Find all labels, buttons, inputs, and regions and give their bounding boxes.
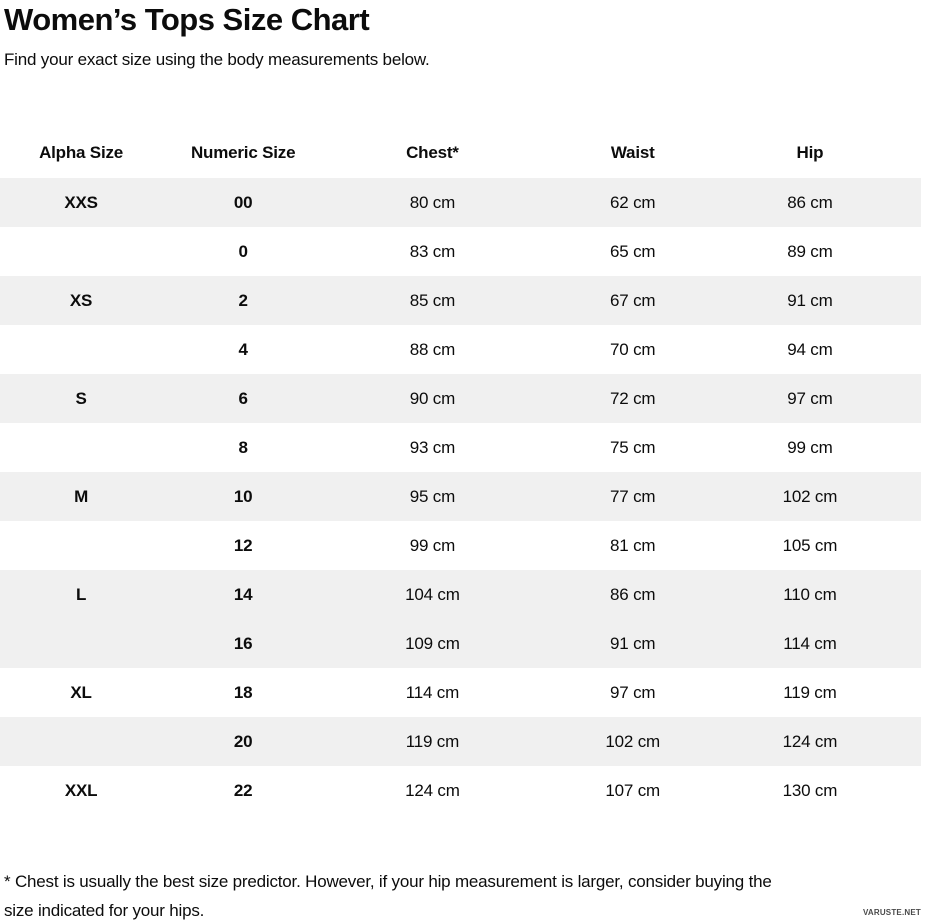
cell-chest: 90 cm: [409, 388, 456, 408]
cell-alpha-size: XXL: [64, 780, 98, 800]
cell-waist: 91 cm: [610, 633, 656, 653]
cell-chest: 83 cm: [409, 241, 456, 261]
cell-hip: 124 cm: [782, 731, 838, 751]
size-table-row: M 10 95 cm 77 cm 102 cm: [0, 472, 921, 521]
cell-chest: 99 cm: [409, 535, 456, 555]
cell-chest: 124 cm: [405, 780, 460, 800]
column-header-hip: Hip: [796, 143, 824, 162]
cell-waist: 70 cm: [610, 339, 656, 359]
page-subtitle: Find your exact size using the body meas…: [4, 50, 430, 69]
size-table-row: 20 119 cm 102 cm 124 cm: [0, 717, 921, 766]
cell-waist: 65 cm: [610, 241, 656, 261]
cell-alpha-size: XXS: [64, 192, 98, 212]
size-table-row: XL 18 114 cm 97 cm 119 cm: [0, 668, 921, 717]
cell-hip: 102 cm: [782, 486, 838, 506]
footnote-line-2: size indicated for your hips.: [4, 901, 205, 920]
cell-waist: 102 cm: [605, 731, 660, 751]
cell-numeric-size: 18: [233, 682, 253, 702]
cell-chest: 85 cm: [409, 290, 456, 310]
cell-chest: 93 cm: [409, 437, 456, 457]
cell-hip: 99 cm: [787, 437, 833, 457]
cell-chest: 88 cm: [409, 339, 456, 359]
cell-numeric-size: 14: [233, 584, 253, 604]
cell-numeric-size: 0: [238, 241, 248, 261]
cell-waist: 77 cm: [610, 486, 656, 506]
cell-alpha-size: XL: [70, 682, 92, 702]
size-table-row: S 6 90 cm 72 cm 97 cm: [0, 374, 921, 423]
size-table-row: XXL 22 124 cm 107 cm 130 cm: [0, 766, 921, 815]
cell-hip: 114 cm: [783, 633, 837, 653]
cell-numeric-size: 00: [233, 192, 253, 212]
cell-alpha-size: [0, 325, 162, 374]
cell-waist: 75 cm: [610, 437, 656, 457]
cell-chest: 114 cm: [405, 682, 460, 702]
size-table: Alpha Size Numeric Size Chest* Waist Hip…: [0, 128, 921, 815]
cell-alpha-size: M: [74, 486, 89, 506]
cell-hip: 94 cm: [787, 339, 833, 359]
size-table-row: 16 109 cm 91 cm 114 cm: [0, 619, 921, 668]
cell-alpha-size: [0, 227, 162, 276]
cell-numeric-size: 22: [233, 780, 253, 800]
cell-chest: 95 cm: [409, 486, 456, 506]
cell-numeric-size: 10: [233, 486, 253, 506]
size-table-row: L 14 104 cm 86 cm 110 cm: [0, 570, 921, 619]
size-table-row: 12 99 cm 81 cm 105 cm: [0, 521, 921, 570]
page-title: Women’s Tops Size Chart: [4, 2, 370, 37]
cell-alpha-size: [0, 717, 162, 766]
footnote-line-1: * Chest is usually the best size predict…: [4, 872, 772, 891]
watermark: VARUSTE.NET: [862, 908, 921, 917]
footnote: * Chest is usually the best size predict…: [4, 867, 921, 920]
cell-waist: 97 cm: [610, 682, 656, 702]
cell-hip: 89 cm: [787, 241, 833, 261]
cell-waist: 62 cm: [610, 192, 656, 212]
cell-numeric-size: 12: [233, 535, 253, 555]
size-table-row: 0 83 cm 65 cm 89 cm: [0, 227, 921, 276]
cell-hip: 97 cm: [787, 388, 833, 408]
cell-waist: 81 cm: [610, 535, 656, 555]
size-table-row: XXS 00 80 cm 62 cm 86 cm: [0, 178, 921, 227]
cell-numeric-size: 8: [238, 437, 248, 457]
size-table-body: XXS 00 80 cm 62 cm 86 cm 0 83 cm 65 cm 8…: [0, 178, 921, 815]
cell-hip: 130 cm: [782, 780, 838, 800]
cell-numeric-size: 20: [233, 731, 253, 751]
size-table-row: 8 93 cm 75 cm 99 cm: [0, 423, 921, 472]
size-table-row: XS 2 85 cm 67 cm 91 cm: [0, 276, 921, 325]
cell-hip: 110 cm: [783, 584, 837, 604]
cell-chest: 119 cm: [405, 731, 460, 751]
cell-numeric-size: 2: [238, 290, 248, 310]
cell-hip: 119 cm: [783, 682, 837, 702]
size-table-header-row: Alpha Size Numeric Size Chest* Waist Hip: [0, 128, 921, 178]
cell-chest: 109 cm: [405, 633, 460, 653]
cell-alpha-size: S: [75, 388, 87, 408]
column-header-chest: Chest*: [406, 143, 459, 162]
cell-waist: 107 cm: [605, 780, 660, 800]
cell-waist: 86 cm: [610, 584, 656, 604]
cell-hip: 105 cm: [782, 535, 838, 555]
cell-hip: 86 cm: [787, 192, 833, 212]
column-header-numeric-size: Numeric Size: [190, 143, 296, 162]
size-table-row: 4 88 cm 70 cm 94 cm: [0, 325, 921, 374]
cell-chest: 104 cm: [405, 584, 460, 604]
cell-waist: 72 cm: [610, 388, 656, 408]
cell-alpha-size: L: [75, 584, 87, 604]
column-header-waist: Waist: [610, 143, 655, 162]
cell-alpha-size: XS: [69, 290, 93, 310]
cell-alpha-size: [0, 521, 162, 570]
cell-hip: 91 cm: [787, 290, 833, 310]
cell-alpha-size: [0, 423, 162, 472]
cell-waist: 67 cm: [610, 290, 656, 310]
column-header-alpha-size: Alpha Size: [39, 143, 124, 162]
cell-alpha-size: [0, 619, 162, 668]
cell-numeric-size: 16: [233, 633, 253, 653]
cell-numeric-size: 6: [238, 388, 248, 408]
cell-chest: 80 cm: [409, 192, 456, 212]
cell-numeric-size: 4: [238, 339, 248, 359]
